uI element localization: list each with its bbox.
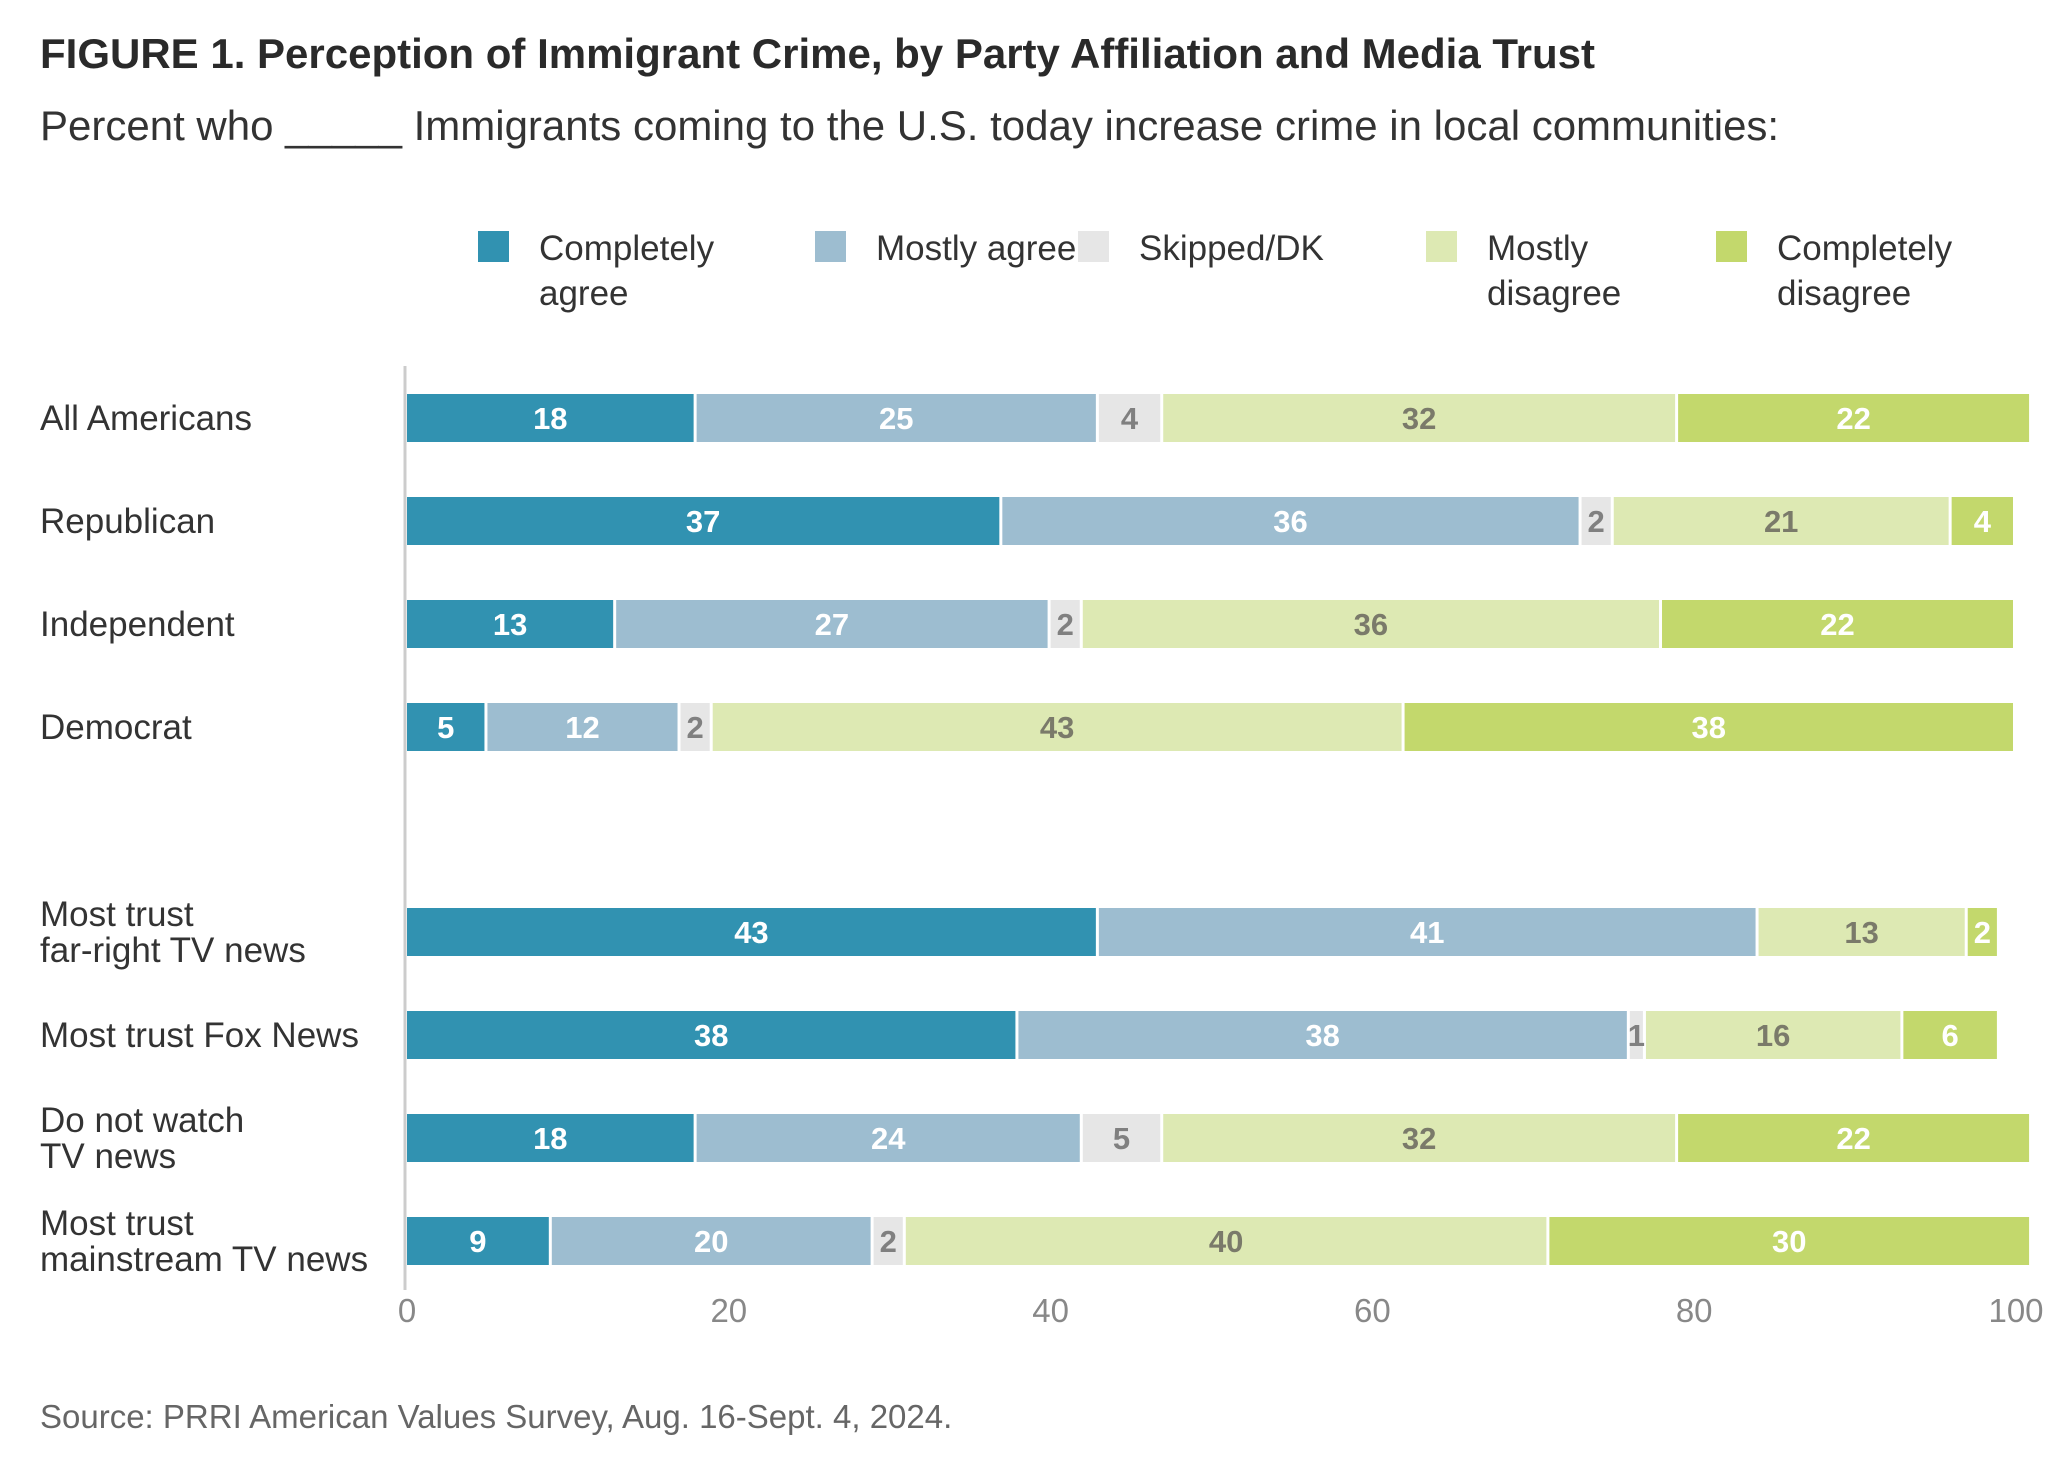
bar-segment-skipped-dk-3 — [1050, 600, 1080, 648]
category-label: far-right TV news — [40, 931, 306, 970]
bar-segment-mostly-disagree-6 — [1645, 1011, 1901, 1059]
data-label: 25 — [879, 401, 913, 436]
data-label: 38 — [694, 1018, 728, 1053]
bar-segment-mostly-agree-6 — [1018, 1011, 1627, 1059]
bar-segment-mostly-agree-3 — [616, 600, 1048, 648]
bar-segment-completely-disagree-5 — [1967, 908, 1997, 956]
bar-segment-mostly-disagree-1 — [1163, 394, 1676, 442]
bar-segment-completely-agree-8 — [407, 1217, 549, 1265]
data-label: 38 — [1692, 710, 1726, 745]
bar-segment-completely-agree-2 — [407, 497, 1000, 545]
bar-segment-mostly-agree-2 — [1002, 497, 1579, 545]
bar-segment-completely-agree-4 — [407, 703, 485, 751]
data-label: 37 — [686, 504, 720, 539]
data-label: 2 — [1974, 915, 1991, 950]
data-label: 22 — [1820, 607, 1854, 642]
data-label: 6 — [1942, 1018, 1959, 1053]
bar-segment-skipped-dk-6 — [1629, 1011, 1643, 1059]
bar-segment-mostly-disagree-7 — [1163, 1114, 1676, 1162]
bar-segment-completely-disagree-4 — [1404, 703, 2013, 751]
category-label: Democrat — [40, 708, 192, 747]
category-label: TV news — [40, 1137, 176, 1176]
data-label: 9 — [469, 1224, 486, 1259]
bar-segment-completely-agree-7 — [407, 1114, 694, 1162]
data-label: 41 — [1410, 915, 1444, 950]
bar-segment-completely-agree-6 — [407, 1011, 1016, 1059]
source-note: Source: PRRI American Values Survey, Aug… — [40, 1398, 953, 1435]
bar-segment-mostly-agree-7 — [696, 1114, 1080, 1162]
data-label: 27 — [815, 607, 849, 642]
category-label: Most trust — [40, 1204, 194, 1243]
bar-segment-completely-disagree-1 — [1678, 394, 2030, 442]
bar-segment-skipped-dk-2 — [1581, 497, 1611, 545]
x-tick-label: 100 — [1988, 1292, 2043, 1329]
data-label: 30 — [1772, 1224, 1806, 1259]
data-label: 18 — [533, 1121, 567, 1156]
bar-segment-mostly-disagree-5 — [1758, 908, 1965, 956]
bar-segment-completely-disagree-6 — [1903, 1011, 1997, 1059]
chart-subtitle: Percent who _____ Immigrants coming to t… — [40, 102, 1780, 149]
data-label: 2 — [1057, 607, 1074, 642]
bar-segment-skipped-dk-1 — [1098, 394, 1161, 442]
data-label: 32 — [1402, 1121, 1436, 1156]
bar-segment-completely-disagree-8 — [1549, 1217, 2030, 1265]
category-label: Independent — [40, 605, 235, 644]
data-label: 2 — [1588, 504, 1605, 539]
bar-segment-mostly-agree-8 — [551, 1217, 871, 1265]
data-label: 32 — [1402, 401, 1436, 436]
data-label: 24 — [871, 1121, 906, 1156]
bar-segment-mostly-agree-5 — [1098, 908, 1756, 956]
bar-segment-mostly-disagree-8 — [905, 1217, 1547, 1265]
data-label: 18 — [533, 401, 567, 436]
bar-segment-completely-agree-1 — [407, 394, 694, 442]
data-label: 4 — [1974, 504, 1992, 539]
bar-segment-mostly-agree-1 — [696, 394, 1096, 442]
category-label: mainstream TV news — [40, 1240, 368, 1279]
data-label: 20 — [694, 1224, 728, 1259]
data-label: 40 — [1209, 1224, 1243, 1259]
bar-segment-mostly-disagree-2 — [1613, 497, 1949, 545]
data-label: 13 — [1844, 915, 1878, 950]
data-label: 38 — [1305, 1018, 1339, 1053]
category-label: Most trust — [40, 895, 194, 934]
data-label: 21 — [1764, 504, 1798, 539]
x-tick-label: 60 — [1354, 1292, 1391, 1329]
category-label: Do not watch — [40, 1101, 244, 1140]
category-label: Most trust Fox News — [40, 1016, 359, 1055]
data-label: 5 — [1113, 1121, 1130, 1156]
x-tick-label: 40 — [1032, 1292, 1069, 1329]
x-tick-label: 80 — [1676, 1292, 1713, 1329]
bar-segment-mostly-disagree-4 — [712, 703, 1402, 751]
data-label: 2 — [880, 1224, 897, 1259]
data-label: 43 — [1040, 710, 1074, 745]
category-label: Republican — [40, 502, 215, 541]
data-label: 4 — [1121, 401, 1139, 436]
bar-segment-skipped-dk-7 — [1082, 1114, 1161, 1162]
data-label: 36 — [1354, 607, 1388, 642]
bar-segment-mostly-agree-4 — [487, 703, 678, 751]
data-label: 13 — [493, 607, 527, 642]
bar-segment-mostly-disagree-3 — [1082, 600, 1660, 648]
data-label: 22 — [1836, 1121, 1870, 1156]
data-label: 43 — [734, 915, 768, 950]
data-label: 5 — [437, 710, 454, 745]
x-tick-label: 0 — [398, 1292, 416, 1329]
bar-segment-completely-disagree-7 — [1678, 1114, 2030, 1162]
bar-segment-completely-disagree-2 — [1951, 497, 2013, 545]
data-label: 36 — [1273, 504, 1307, 539]
data-label: 12 — [565, 710, 599, 745]
bar-segment-completely-agree-3 — [407, 600, 614, 648]
category-label: All Americans — [40, 399, 252, 438]
bar-segment-skipped-dk-8 — [873, 1217, 903, 1265]
data-label: 22 — [1836, 401, 1870, 436]
data-label: 16 — [1756, 1018, 1790, 1053]
data-label: 2 — [686, 710, 703, 745]
x-tick-label: 20 — [710, 1292, 747, 1329]
chart-title: FIGURE 1. Perception of Immigrant Crime,… — [40, 30, 1596, 77]
bar-segment-skipped-dk-4 — [680, 703, 710, 751]
bar-segment-completely-disagree-3 — [1662, 600, 2013, 648]
data-label: 1 — [1628, 1018, 1645, 1053]
bar-segment-completely-agree-5 — [407, 908, 1096, 956]
